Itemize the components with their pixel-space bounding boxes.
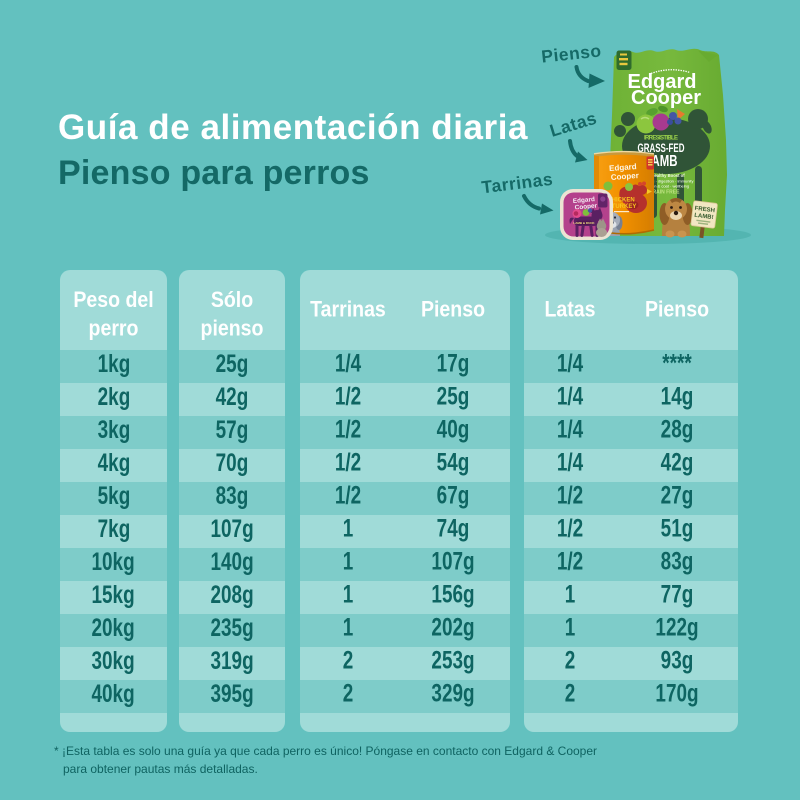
svg-text:Latas: Latas: [547, 108, 599, 141]
svg-text:Cooper: Cooper: [574, 202, 597, 211]
svg-text:Edgard: Edgard: [573, 196, 596, 205]
svg-text:GRAIN FREE: GRAIN FREE: [649, 190, 681, 196]
svg-text:Cooper: Cooper: [611, 171, 640, 182]
svg-text:Pienso: Pienso: [540, 40, 602, 66]
svg-text:· skin & coat · wellbeing: · skin & coat · wellbeing: [647, 184, 689, 189]
svg-text:IRRESISTIBLE: IRRESISTIBLE: [644, 136, 678, 142]
svg-text:Edgard: Edgard: [628, 71, 697, 93]
svg-text:Tarrinas: Tarrinas: [480, 169, 554, 198]
svg-text:& TURKEY: & TURKEY: [606, 204, 637, 210]
svg-text:LAMB!: LAMB!: [694, 213, 714, 221]
svg-text:Edgard: Edgard: [609, 162, 637, 173]
svg-text:Cooper: Cooper: [631, 87, 701, 109]
svg-text:· joints · digestion · immunit: · joints · digestion · immunity: [643, 179, 694, 184]
svg-text:LAMB & DUCK: LAMB & DUCK: [573, 221, 595, 225]
svg-text:FRESH: FRESH: [694, 206, 715, 214]
svg-text:GRASS-FED: GRASS-FED: [638, 141, 685, 155]
svg-text:CHICKEN: CHICKEN: [607, 198, 634, 204]
svg-text:Healthy Boost of: Healthy Boost of: [651, 173, 685, 178]
